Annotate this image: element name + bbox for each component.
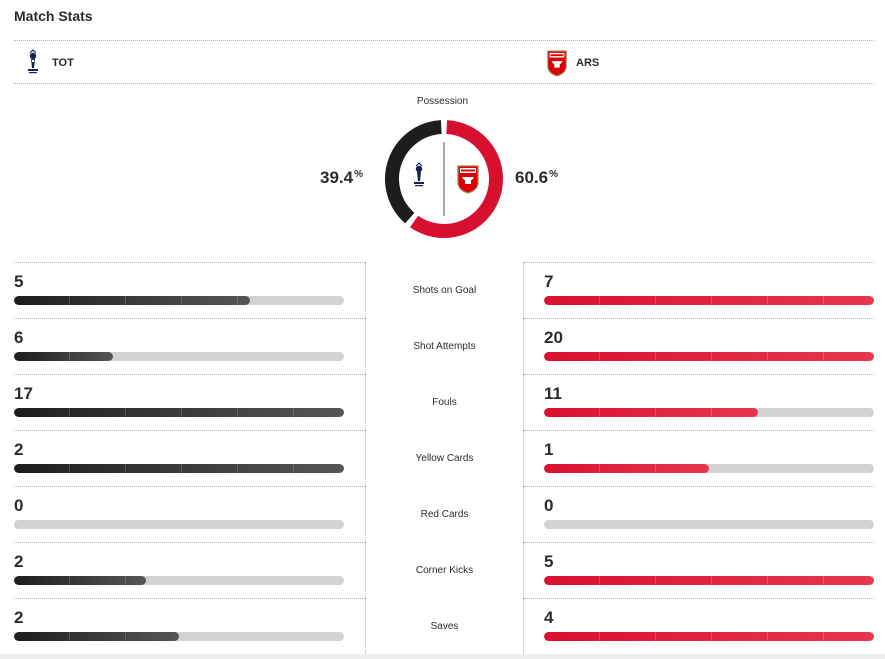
- stat-label: Corner Kicks: [365, 542, 524, 598]
- row-divider: [14, 486, 365, 487]
- home-stat-fill: [14, 632, 179, 641]
- home-stat-fill: [14, 464, 344, 473]
- tottenham-crest-icon: [22, 48, 44, 78]
- away-stat-value: 0: [544, 496, 554, 515]
- row-divider: [14, 374, 365, 375]
- away-possession-arc: [410, 120, 503, 238]
- home-stat-bar: [14, 408, 344, 417]
- possession-label: Possession: [416, 96, 469, 107]
- stat-label: Yellow Cards: [365, 430, 524, 486]
- row-divider: [14, 262, 365, 263]
- row-divider: [14, 598, 365, 599]
- row-divider: [524, 318, 874, 319]
- home-stat-value: 2: [14, 552, 24, 571]
- row-divider: [524, 542, 874, 543]
- stat-label: Shot Attempts: [365, 318, 524, 374]
- away-team-abbr: ARS: [576, 57, 600, 69]
- bottom-strip: [0, 654, 885, 659]
- away-stat-fill: [544, 408, 758, 417]
- home-stat-value: 5: [14, 272, 24, 291]
- home-stat-bar: [14, 352, 344, 361]
- away-stat-bar: [544, 464, 874, 473]
- row-divider: [524, 486, 874, 487]
- home-stat-value: 2: [14, 440, 24, 459]
- home-team[interactable]: TOT: [22, 41, 74, 85]
- home-stat-fill: [14, 408, 344, 417]
- home-stat-fill: [14, 352, 113, 361]
- stat-row: 6 Shot Attempts 20: [14, 318, 874, 374]
- away-stat-bar: [544, 520, 874, 529]
- away-stat-bar: [544, 408, 874, 417]
- away-stat-fill: [544, 352, 874, 361]
- home-stat-bar: [14, 520, 344, 529]
- teams-header: TOT ARS: [14, 40, 874, 84]
- row-divider: [14, 318, 365, 319]
- stat-row: 5 Shots on Goal 7: [14, 262, 874, 318]
- away-stat-value: 20: [544, 328, 563, 347]
- row-divider: [524, 374, 874, 375]
- stat-row: 2 Saves 4: [14, 598, 874, 654]
- home-stat-value: 6: [14, 328, 24, 347]
- stat-row: 2 Corner Kicks 5: [14, 542, 874, 598]
- stat-label: Fouls: [365, 374, 524, 430]
- away-stat-value: 11: [544, 384, 562, 403]
- stat-label: Red Cards: [365, 486, 524, 542]
- home-stat-value: 0: [14, 496, 24, 515]
- away-team[interactable]: ARS: [546, 41, 599, 85]
- row-divider: [524, 262, 874, 263]
- page-title: Match Stats: [14, 8, 93, 24]
- home-possession-arc: [385, 120, 442, 224]
- stat-row: 17 Fouls 11: [14, 374, 874, 430]
- tottenham-crest-icon: [414, 162, 424, 187]
- home-stat-bar: [14, 576, 344, 585]
- stat-row: 2 Yellow Cards 1: [14, 430, 874, 486]
- home-stat-fill: [14, 296, 250, 305]
- away-stat-value: 1: [544, 440, 554, 459]
- away-stat-fill: [544, 576, 874, 585]
- row-divider: [14, 430, 365, 431]
- stat-row: 0 Red Cards 0: [14, 486, 874, 542]
- home-possession-value: 39.4%: [320, 168, 363, 187]
- away-possession-value: 60.6%: [515, 168, 558, 187]
- home-stat-bar: [14, 464, 344, 473]
- home-stat-bar: [14, 632, 344, 641]
- home-team-abbr: TOT: [52, 57, 74, 69]
- home-stat-bar: [14, 296, 344, 305]
- home-stat-value: 2: [14, 608, 24, 627]
- away-stat-value: 7: [544, 272, 554, 291]
- away-stat-bar: [544, 296, 874, 305]
- away-stat-bar: [544, 352, 874, 361]
- stat-label: Shots on Goal: [365, 262, 524, 318]
- row-divider: [14, 542, 365, 543]
- away-stat-fill: [544, 464, 709, 473]
- away-stat-bar: [544, 576, 874, 585]
- stats-table: 5 Shots on Goal 7 6 Shot Attempts 20 17 Fouls 11…: [14, 262, 874, 654]
- away-stat-value: 5: [544, 552, 554, 571]
- away-stat-value: 4: [544, 608, 554, 627]
- stat-label: Saves: [365, 598, 524, 654]
- arsenal-crest-icon: [457, 165, 479, 194]
- away-stat-fill: [544, 632, 874, 641]
- arsenal-crest-icon: [546, 48, 568, 78]
- home-stat-fill: [14, 576, 146, 585]
- row-divider: [524, 598, 874, 599]
- row-divider: [524, 430, 874, 431]
- home-stat-value: 17: [14, 384, 33, 403]
- away-stat-fill: [544, 296, 874, 305]
- away-stat-bar: [544, 632, 874, 641]
- possession-donut: [383, 118, 505, 240]
